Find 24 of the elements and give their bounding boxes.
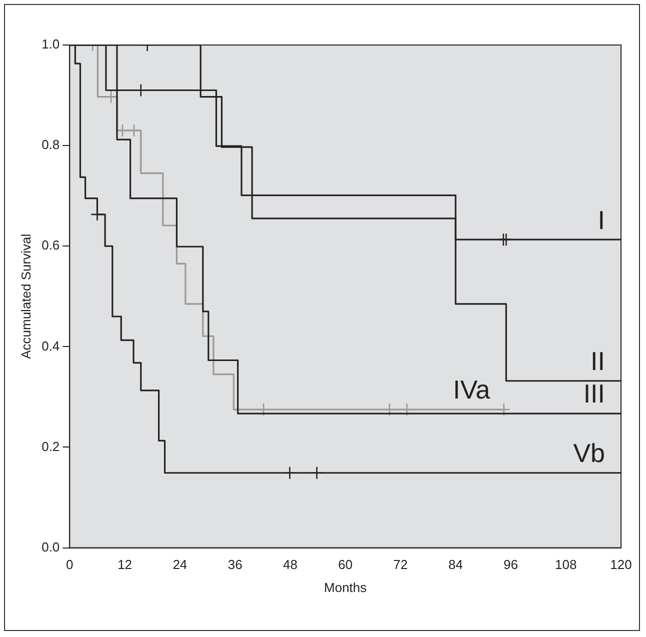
x-tick-label: 120 — [610, 557, 632, 572]
series-label: II — [590, 346, 605, 376]
x-tick-label: 96 — [504, 557, 518, 572]
y-tick-label: 0.6 — [42, 238, 60, 253]
series-label: I — [598, 204, 605, 235]
y-tick-label: 0.8 — [42, 137, 60, 152]
x-tick-label: 24 — [172, 557, 188, 572]
series-label: Vb — [573, 438, 605, 468]
x-tick-label: 0 — [66, 557, 74, 572]
x-axis-title: Months — [324, 580, 368, 595]
y-tick-label: 1.0 — [42, 36, 60, 52]
series-label: III — [583, 378, 605, 409]
y-tick-label: 0.4 — [42, 338, 60, 354]
x-tick-label: 48 — [282, 557, 298, 572]
x-tick-label: 108 — [555, 557, 577, 572]
x-tick-label: 84 — [448, 557, 463, 572]
y-axis-title: Accumulated Survival — [18, 234, 34, 359]
y-tick-label: 0.2 — [42, 438, 60, 454]
series-label: IVa — [453, 374, 491, 405]
x-tick-label: 12 — [118, 557, 132, 572]
x-tick-label: 72 — [393, 557, 408, 572]
x-tick-label: 60 — [338, 557, 353, 572]
y-tick-label: 0.0 — [42, 539, 60, 554]
x-tick-label: 36 — [228, 557, 242, 572]
